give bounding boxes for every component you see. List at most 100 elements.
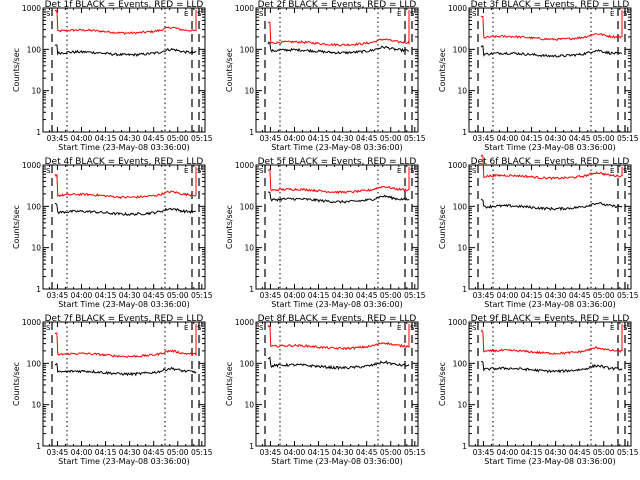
y-tick-label: 1000 (22, 4, 41, 13)
segment-label: S (46, 324, 51, 332)
y-tick-label: 1 (462, 285, 467, 294)
y-tick-label: 100 (27, 202, 42, 211)
x-tick-label: 04:30 (545, 291, 567, 300)
y-tick-label: 10 (457, 87, 467, 96)
plot-frame (42, 321, 206, 447)
chart-title: Det 8f BLACK = Events, RED = LLD (258, 314, 417, 324)
series-events-line (267, 41, 410, 55)
x-tick-label: 04:30 (332, 291, 354, 300)
y-axis-label: Counts/sec (12, 48, 21, 92)
y-tick-label: 1 (36, 128, 41, 137)
x-axis-label: Start Time (23-May-08 03:36:00) (271, 143, 402, 152)
segment-label: E (397, 324, 401, 332)
series-events-line (54, 362, 197, 377)
y-tick-label: 10 (31, 401, 41, 410)
series-lld-line (267, 166, 410, 195)
segment-label: E (397, 167, 401, 175)
x-tick-label: 05:00 (167, 134, 189, 143)
segment-label: E (610, 324, 614, 332)
x-axis-label: Start Time (23-May-08 03:36:00) (484, 300, 615, 309)
series-events-line (480, 198, 623, 212)
x-tick-label: 04:30 (332, 134, 354, 143)
segment-label: S (410, 10, 415, 18)
segment-label: S (410, 324, 415, 332)
y-tick-label: 1 (462, 442, 467, 451)
plot-frame (42, 7, 206, 133)
y-tick-label: 10 (244, 244, 254, 253)
y-tick-label: 1 (249, 442, 254, 451)
segment-label: S (259, 324, 264, 332)
x-tick-label: 04:00 (497, 448, 519, 457)
plot-frame (255, 164, 419, 290)
series-lld-line (267, 323, 410, 351)
chart-panel-8: Det 8f BLACK = Events, RED = LLD 1 10 100 10… (225, 314, 426, 466)
y-tick-label: 1 (249, 285, 254, 294)
y-tick-label: 1 (36, 442, 41, 451)
x-axis-label: Start Time (23-May-08 03:36:00) (484, 143, 615, 152)
chart-panel-4: Det 4f BLACK = Events, RED = LLD 1 10 100 10… (12, 157, 213, 309)
segment-label: S (259, 167, 264, 175)
x-tick-label: 05:00 (380, 134, 402, 143)
x-tick-label: 04:45 (569, 291, 591, 300)
series-lld-line (480, 323, 623, 355)
plot-frame (468, 7, 632, 133)
x-tick-label: 05:00 (593, 448, 615, 457)
x-tick-label: 05:00 (593, 291, 615, 300)
x-tick-label: 04:15 (521, 291, 543, 300)
x-axis-label: Start Time (23-May-08 03:36:00) (271, 457, 402, 466)
x-tick-label: 04:45 (569, 448, 591, 457)
x-tick-label: 03:45 (473, 291, 495, 300)
segment-label: E (610, 167, 614, 175)
x-tick-label: 05:15 (191, 134, 213, 143)
x-tick-label: 03:45 (473, 134, 495, 143)
x-tick-label: 04:45 (356, 448, 378, 457)
y-tick-label: 100 (240, 359, 255, 368)
x-tick-label: 05:15 (404, 448, 426, 457)
y-tick-label: 1000 (22, 161, 41, 170)
y-tick-label: 10 (31, 244, 41, 253)
segment-label: E (184, 167, 188, 175)
series-events-line (54, 44, 197, 57)
y-tick-label: 10 (457, 401, 467, 410)
series-events-line (267, 356, 410, 371)
y-tick-label: 1000 (448, 4, 467, 13)
segment-label: S (259, 10, 264, 18)
y-tick-label: 1000 (448, 318, 467, 327)
chart-title: Det 1f BLACK = Events, RED = LLD (45, 0, 204, 10)
chart-panel-1: Det 1f BLACK = Events, RED = LLD 1 10 100 10… (12, 0, 213, 152)
chart-title: Det 6f BLACK = Events, RED = LLD (471, 157, 630, 167)
series-events-line (480, 360, 623, 374)
x-tick-label: 04:45 (569, 134, 591, 143)
y-tick-label: 1000 (235, 4, 254, 13)
x-tick-label: 04:00 (284, 448, 306, 457)
x-tick-label: 04:15 (521, 134, 543, 143)
y-tick-label: 1000 (235, 161, 254, 170)
y-tick-label: 100 (453, 202, 468, 211)
y-tick-label: 10 (31, 87, 41, 96)
chart-title: Det 4f BLACK = Events, RED = LLD (45, 157, 204, 167)
y-axis-label: Counts/sec (12, 205, 21, 249)
y-tick-label: 100 (240, 202, 255, 211)
x-tick-label: 04:00 (284, 291, 306, 300)
y-axis-label: Counts/sec (438, 205, 447, 249)
x-tick-label: 03:45 (260, 448, 282, 457)
x-tick-label: 04:15 (95, 448, 117, 457)
series-lld-line (267, 9, 410, 47)
x-tick-label: 04:15 (308, 448, 330, 457)
x-tick-label: 04:30 (119, 448, 141, 457)
x-tick-label: 04:15 (95, 134, 117, 143)
y-axis-label: Counts/sec (12, 362, 21, 406)
x-tick-label: 04:00 (71, 291, 93, 300)
x-tick-label: 04:45 (356, 134, 378, 143)
x-tick-label: 04:30 (332, 448, 354, 457)
segment-label: S (623, 10, 628, 18)
plot-frame (255, 7, 419, 133)
y-tick-label: 1000 (448, 161, 467, 170)
x-axis-label: Start Time (23-May-08 03:36:00) (58, 143, 189, 152)
y-tick-label: 100 (453, 45, 468, 54)
x-tick-label: 04:00 (71, 134, 93, 143)
x-tick-label: 05:15 (617, 134, 639, 143)
y-tick-label: 100 (27, 45, 42, 54)
y-tick-label: 1000 (22, 318, 41, 327)
series-lld-line (54, 166, 197, 200)
